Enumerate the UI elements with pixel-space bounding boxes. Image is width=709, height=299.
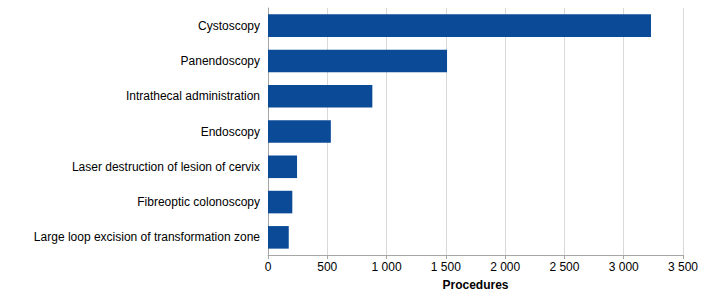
svg-text:3 500: 3 500 <box>668 260 698 274</box>
svg-text:Fibreoptic colonoscopy: Fibreoptic colonoscopy <box>137 195 260 209</box>
svg-text:500: 500 <box>317 260 337 274</box>
svg-text:1 000: 1 000 <box>372 260 402 274</box>
svg-text:Intrathecal administration: Intrathecal administration <box>126 89 260 103</box>
svg-text:Panendoscopy: Panendoscopy <box>181 54 260 68</box>
svg-text:2 000: 2 000 <box>490 260 520 274</box>
svg-text:Laser destruction of lesion of: Laser destruction of lesion of cervix <box>72 160 260 174</box>
svg-text:2 500: 2 500 <box>549 260 579 274</box>
svg-text:Large loop excision of transfo: Large loop excision of transformation zo… <box>34 230 260 244</box>
svg-text:Procedures: Procedures <box>442 278 508 292</box>
svg-text:Cystoscopy: Cystoscopy <box>198 19 260 33</box>
svg-text:1 500: 1 500 <box>431 260 461 274</box>
svg-text:Endoscopy: Endoscopy <box>201 125 260 139</box>
svg-text:0: 0 <box>265 260 272 274</box>
svg-text:3 000: 3 000 <box>609 260 639 274</box>
